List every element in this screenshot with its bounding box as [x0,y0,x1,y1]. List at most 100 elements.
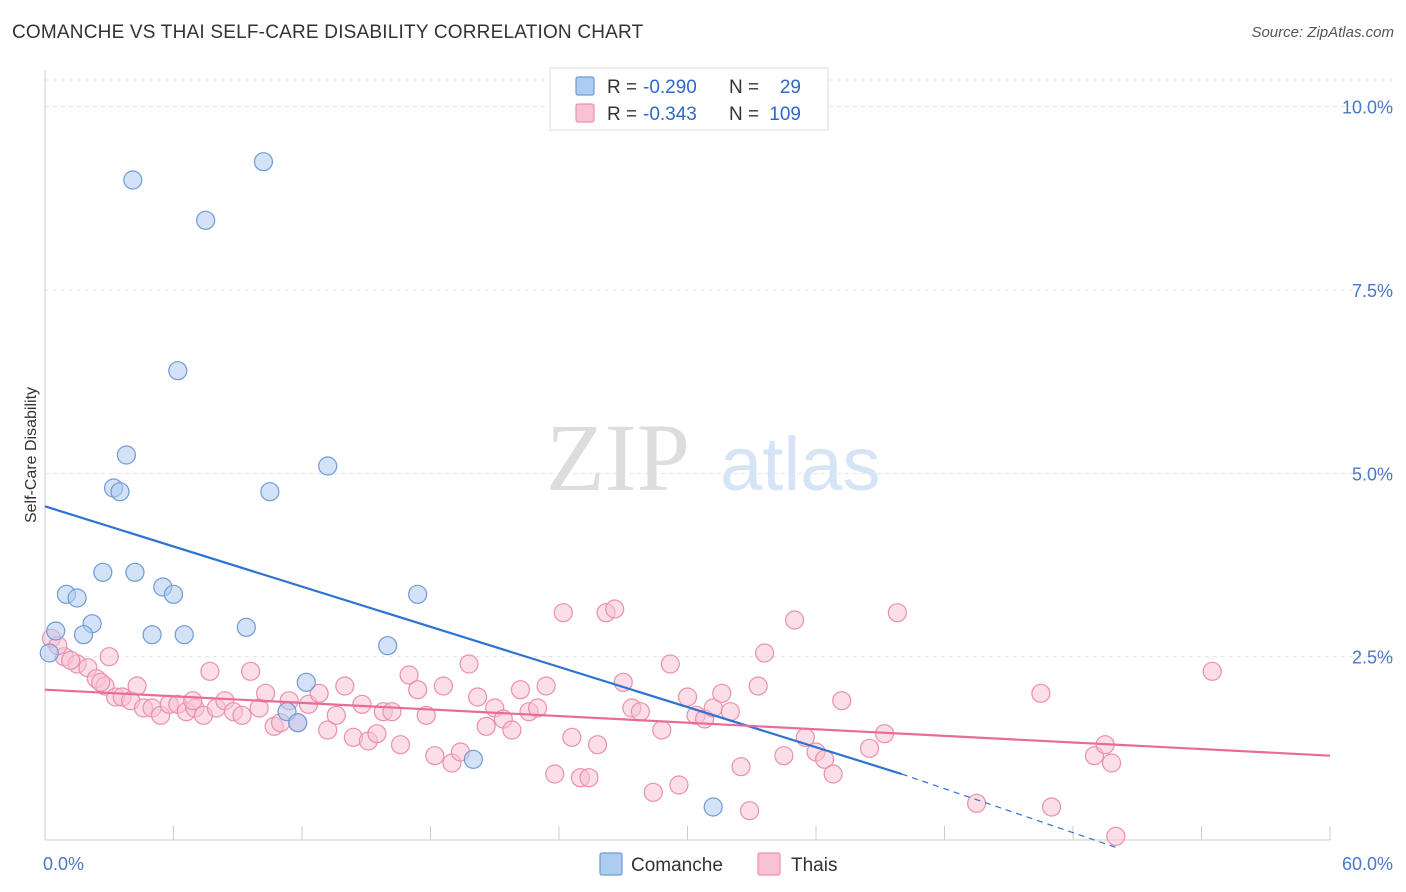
thais-point-95 [967,793,987,813]
legend-n-label-2: N = [729,104,759,125]
legend-n-label-1: N = [729,77,759,98]
thais-point-105 [91,672,111,692]
thais-points [41,599,1222,846]
thais-point-44 [408,680,428,700]
watermark-zip: ZIP [546,404,690,511]
thais-point-19 [200,661,220,681]
x-tick-label-max: 60.0% [1342,854,1393,874]
thais-point-71 [643,782,663,802]
thais-point-90 [823,764,843,784]
y-axis-label: Self-Care Disability [23,387,40,523]
thais-point-97 [1041,797,1062,817]
thais-point-34 [326,705,346,725]
comanche-point-1 [46,621,66,641]
comanche-point-13 [163,584,184,604]
y-tick-label-0: 2.5% [1352,648,1393,668]
comanche-point-10 [125,562,145,582]
watermark: ZIP atlas [546,404,881,511]
legend-r-value-2: -0.343 [643,104,697,125]
trend-lines [44,505,1331,848]
thais-point-60 [545,764,565,784]
thais-point-61 [553,603,573,623]
legend-swatch-thais [575,103,595,123]
thais-point-79 [712,683,732,703]
legend-n-value-2: 109 [769,104,801,125]
thais-point-70 [630,702,650,722]
comanche-point-25 [378,636,398,656]
thais-point-103 [61,650,81,670]
thais-point-75 [677,687,698,707]
thais-point-72 [652,720,672,740]
thais-point-106 [183,691,203,711]
thais-point-96 [1031,683,1051,703]
thais-trend-line [44,688,1331,757]
thais-point-86 [784,610,805,630]
legend-n-value-1: 29 [780,77,801,98]
comanche-point-28 [703,797,723,817]
comanche-point-16 [123,170,143,190]
thais-point-41 [382,702,402,722]
thais-point-35 [335,676,355,696]
series-legend: Comanche Thais [599,852,837,876]
thais-point-37 [352,694,372,714]
thais-point-58 [527,698,548,718]
thais-point-68 [613,672,633,692]
thais-point-65 [587,735,608,755]
thais-point-73 [660,654,680,674]
thais-point-92 [859,738,880,758]
comanche-point-11 [142,625,162,645]
thais-point-81 [731,757,751,777]
thais-point-10 [127,676,147,696]
thais-point-23 [232,705,252,725]
comanche-point-14 [174,625,194,645]
thais-point-91 [832,691,852,711]
legend-swatch-comanche [575,76,595,96]
comanche-point-6 [93,562,113,582]
thais-point-39 [367,724,387,744]
comanche-point-18 [236,617,256,637]
thais-point-32 [309,683,329,703]
comanche-point-9 [116,445,136,465]
y-tick-label-1: 5.0% [1352,464,1393,484]
chart-title: COMANCHE VS THAI SELF-CARE DISABILITY CO… [12,22,644,43]
thais-point-56 [510,680,531,700]
thais-point-74 [669,775,689,795]
y-tick-label-3: 10.0% [1342,98,1393,118]
thais-point-46 [425,746,445,766]
comanche-point-19 [253,152,274,172]
thais-point-102 [1202,661,1222,681]
thais-point-33 [318,720,338,740]
thais-point-50 [459,654,479,674]
comanche-point-26 [408,584,428,604]
thais-point-52 [476,716,496,736]
y-tick-label-2: 7.5% [1352,281,1393,301]
comanche-point-27 [463,749,483,769]
comanche-point-5 [73,625,94,645]
series-label-comanche: Comanche [631,855,723,876]
comanche-point-24 [318,456,338,476]
series-swatch-comanche [599,852,623,876]
comanche-trend-line [44,505,902,776]
comanche-point-23 [288,713,308,733]
series-swatch-thais [757,852,781,876]
comanche-point-0 [39,643,59,663]
thais-point-55 [502,720,522,740]
x-tick-label-min: 0.0% [43,854,84,874]
thais-point-51 [468,687,488,707]
comanche-point-22 [296,672,316,692]
thais-point-85 [774,746,794,766]
comanche-point-17 [196,210,216,230]
thais-point-62 [562,727,582,747]
thais-point-84 [754,643,775,663]
thais-point-67 [605,599,625,619]
y-tick-labels: 2.5% 5.0% 7.5% 10.0% [1342,98,1393,668]
thais-point-83 [748,676,768,696]
series-label-thais: Thais [791,855,837,876]
thais-point-59 [536,676,556,696]
thais-point-26 [255,683,276,703]
source-label: Source: ZipAtlas.com [1251,24,1394,41]
thais-point-82 [740,801,760,821]
thais-point-101 [1106,826,1126,846]
thais-point-42 [390,735,411,755]
comanche-point-3 [67,588,87,608]
